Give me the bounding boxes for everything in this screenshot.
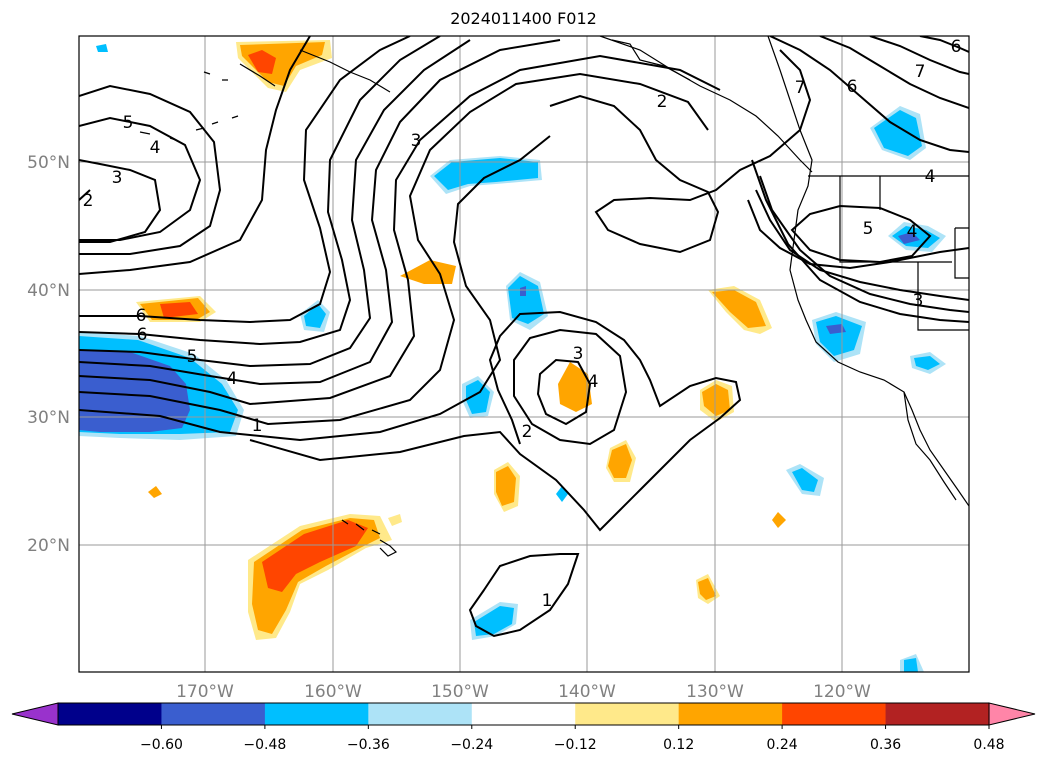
map-panel: 5 4 3 2 3 6 6 5 4 1 2 3 4 2 1 7 7 6 4 5 … bbox=[79, 36, 969, 672]
contour-label: 4 bbox=[925, 167, 936, 187]
graticule bbox=[79, 36, 969, 672]
colorbar-segment bbox=[678, 703, 783, 725]
lon-tick-label: 160°W bbox=[304, 682, 362, 702]
map-title: 2024011400 F012 bbox=[450, 9, 597, 28]
lon-tick-label: 150°W bbox=[431, 682, 489, 702]
colorbar-tick-label: 0.12 bbox=[663, 737, 694, 753]
contour-label: 6 bbox=[847, 77, 858, 97]
colorbar-segment bbox=[264, 703, 369, 725]
colorbar-tick-label: −0.48 bbox=[243, 737, 286, 753]
colorbar-tick-label: 0.36 bbox=[870, 737, 901, 753]
contour-label: 4 bbox=[588, 372, 599, 392]
colorbar-tick-label: −0.12 bbox=[554, 737, 597, 753]
contour-label: 3 bbox=[573, 344, 584, 364]
lat-tick-label: 50°N bbox=[27, 153, 70, 173]
colorbar-tick-label: −0.60 bbox=[140, 737, 183, 753]
colorbar: −0.60 −0.48 −0.36 −0.24 −0.12 0.12 0.24 0.36 0.4… bbox=[11, 702, 1036, 753]
contour-label: 5 bbox=[187, 347, 198, 367]
contour-label: 1 bbox=[252, 416, 263, 436]
colorbar-extend-high bbox=[988, 702, 1036, 726]
map-frame bbox=[78, 35, 970, 673]
colorbar-segment bbox=[368, 703, 473, 725]
latitude-tick-labels: 50°N 40°N 30°N 20°N bbox=[27, 153, 70, 556]
colorbar-segment bbox=[161, 703, 266, 725]
lon-tick-label: 140°W bbox=[558, 682, 616, 702]
lon-tick-label: 120°W bbox=[813, 682, 871, 702]
contour-label: 6 bbox=[137, 325, 148, 345]
contour-label: 3 bbox=[411, 131, 422, 151]
colorbar-segment bbox=[885, 703, 990, 725]
colorbar-ticks: −0.60 −0.48 −0.36 −0.24 −0.12 0.12 0.24 0.36 0.4… bbox=[140, 725, 1005, 753]
colorbar-tick-label: −0.36 bbox=[347, 737, 390, 753]
colorbar-segments bbox=[58, 703, 990, 725]
lat-tick-label: 20°N bbox=[27, 536, 70, 556]
lat-tick-label: 40°N bbox=[27, 281, 70, 301]
contour-label: 5 bbox=[123, 113, 134, 133]
colorbar-outline bbox=[57, 702, 990, 726]
contour-label: 2 bbox=[657, 92, 668, 112]
lat-tick-label: 30°N bbox=[27, 408, 70, 428]
colorbar-tick-label: 0.24 bbox=[767, 737, 798, 753]
contour-label-layer: 5 4 3 2 3 6 6 5 4 1 2 3 4 2 1 7 7 6 4 5 … bbox=[83, 37, 962, 611]
contour-label: 2 bbox=[83, 191, 94, 211]
longitude-tick-labels: 170°W 160°W 150°W 140°W 130°W 120°W bbox=[176, 682, 871, 702]
colorbar-segment bbox=[575, 703, 680, 725]
colorbar-extend-low bbox=[11, 702, 59, 726]
contour-label: 4 bbox=[150, 138, 161, 158]
lon-tick-label: 130°W bbox=[686, 682, 744, 702]
contour-label: 2 bbox=[522, 422, 533, 442]
contour-label: 5 bbox=[863, 219, 874, 239]
contour-label: 3 bbox=[913, 291, 924, 311]
contour-label: 3 bbox=[112, 168, 123, 188]
contour-label: 6 bbox=[951, 37, 962, 57]
colorbar-tick-label: −0.24 bbox=[450, 737, 493, 753]
contour-label: 1 bbox=[542, 591, 553, 611]
contour-label: 4 bbox=[907, 222, 918, 242]
contour-label: 7 bbox=[915, 62, 926, 82]
colorbar-segment bbox=[471, 703, 576, 725]
colorbar-tick-label: 0.48 bbox=[973, 737, 1004, 753]
lon-tick-label: 170°W bbox=[176, 682, 234, 702]
contour-label: 4 bbox=[227, 369, 238, 389]
contour-label: 6 bbox=[136, 306, 147, 326]
contour-lines bbox=[79, 36, 969, 638]
contour-label: 7 bbox=[795, 78, 806, 98]
colorbar-segment bbox=[58, 703, 163, 725]
colorbar-segment bbox=[782, 703, 887, 725]
